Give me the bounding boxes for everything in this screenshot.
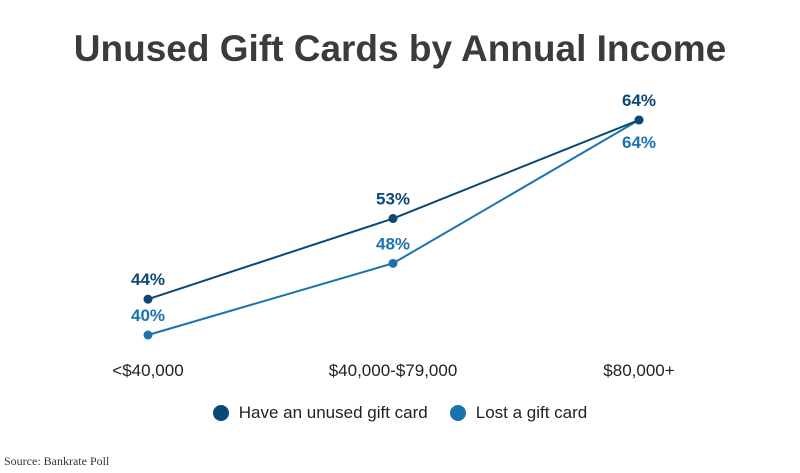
legend-item-lost: Lost a gift card xyxy=(449,403,588,423)
data-label-0-1: 53% xyxy=(376,190,410,209)
legend-swatch-lost xyxy=(449,405,466,421)
legend-item-unused: Have an unused gift card xyxy=(212,403,428,423)
legend: Have an unused gift card Lost a gift car… xyxy=(0,403,800,423)
data-label-1-0: 40% xyxy=(131,306,165,325)
legend-label-lost: Lost a gift card xyxy=(475,403,588,422)
data-point-1-0 xyxy=(143,330,153,340)
legend-label-unused: Have an unused gift card xyxy=(238,403,428,422)
series-line-0 xyxy=(147,119,640,301)
data-point-0-2 xyxy=(634,115,644,125)
data-label-0-2: 64% xyxy=(622,91,656,110)
x-tick-label-1: $40,000-$79,000 xyxy=(329,361,458,380)
source-note: Source: Bankrate Poll xyxy=(4,454,110,468)
data-label-0-0: 44% xyxy=(131,270,165,289)
data-label-1-2: 64% xyxy=(622,133,656,152)
data-label-1-1: 48% xyxy=(376,234,410,253)
data-point-1-1 xyxy=(388,258,398,268)
x-tick-label-2: $80,000+ xyxy=(603,361,674,380)
legend-swatch-unused xyxy=(212,405,229,421)
data-point-0-0 xyxy=(143,294,153,304)
series-line-1 xyxy=(147,119,640,336)
chart-title: Unused Gift Cards by Annual Income xyxy=(73,28,727,69)
x-tick-label-0: <$40,000 xyxy=(112,361,183,380)
data-point-0-1 xyxy=(388,214,398,224)
